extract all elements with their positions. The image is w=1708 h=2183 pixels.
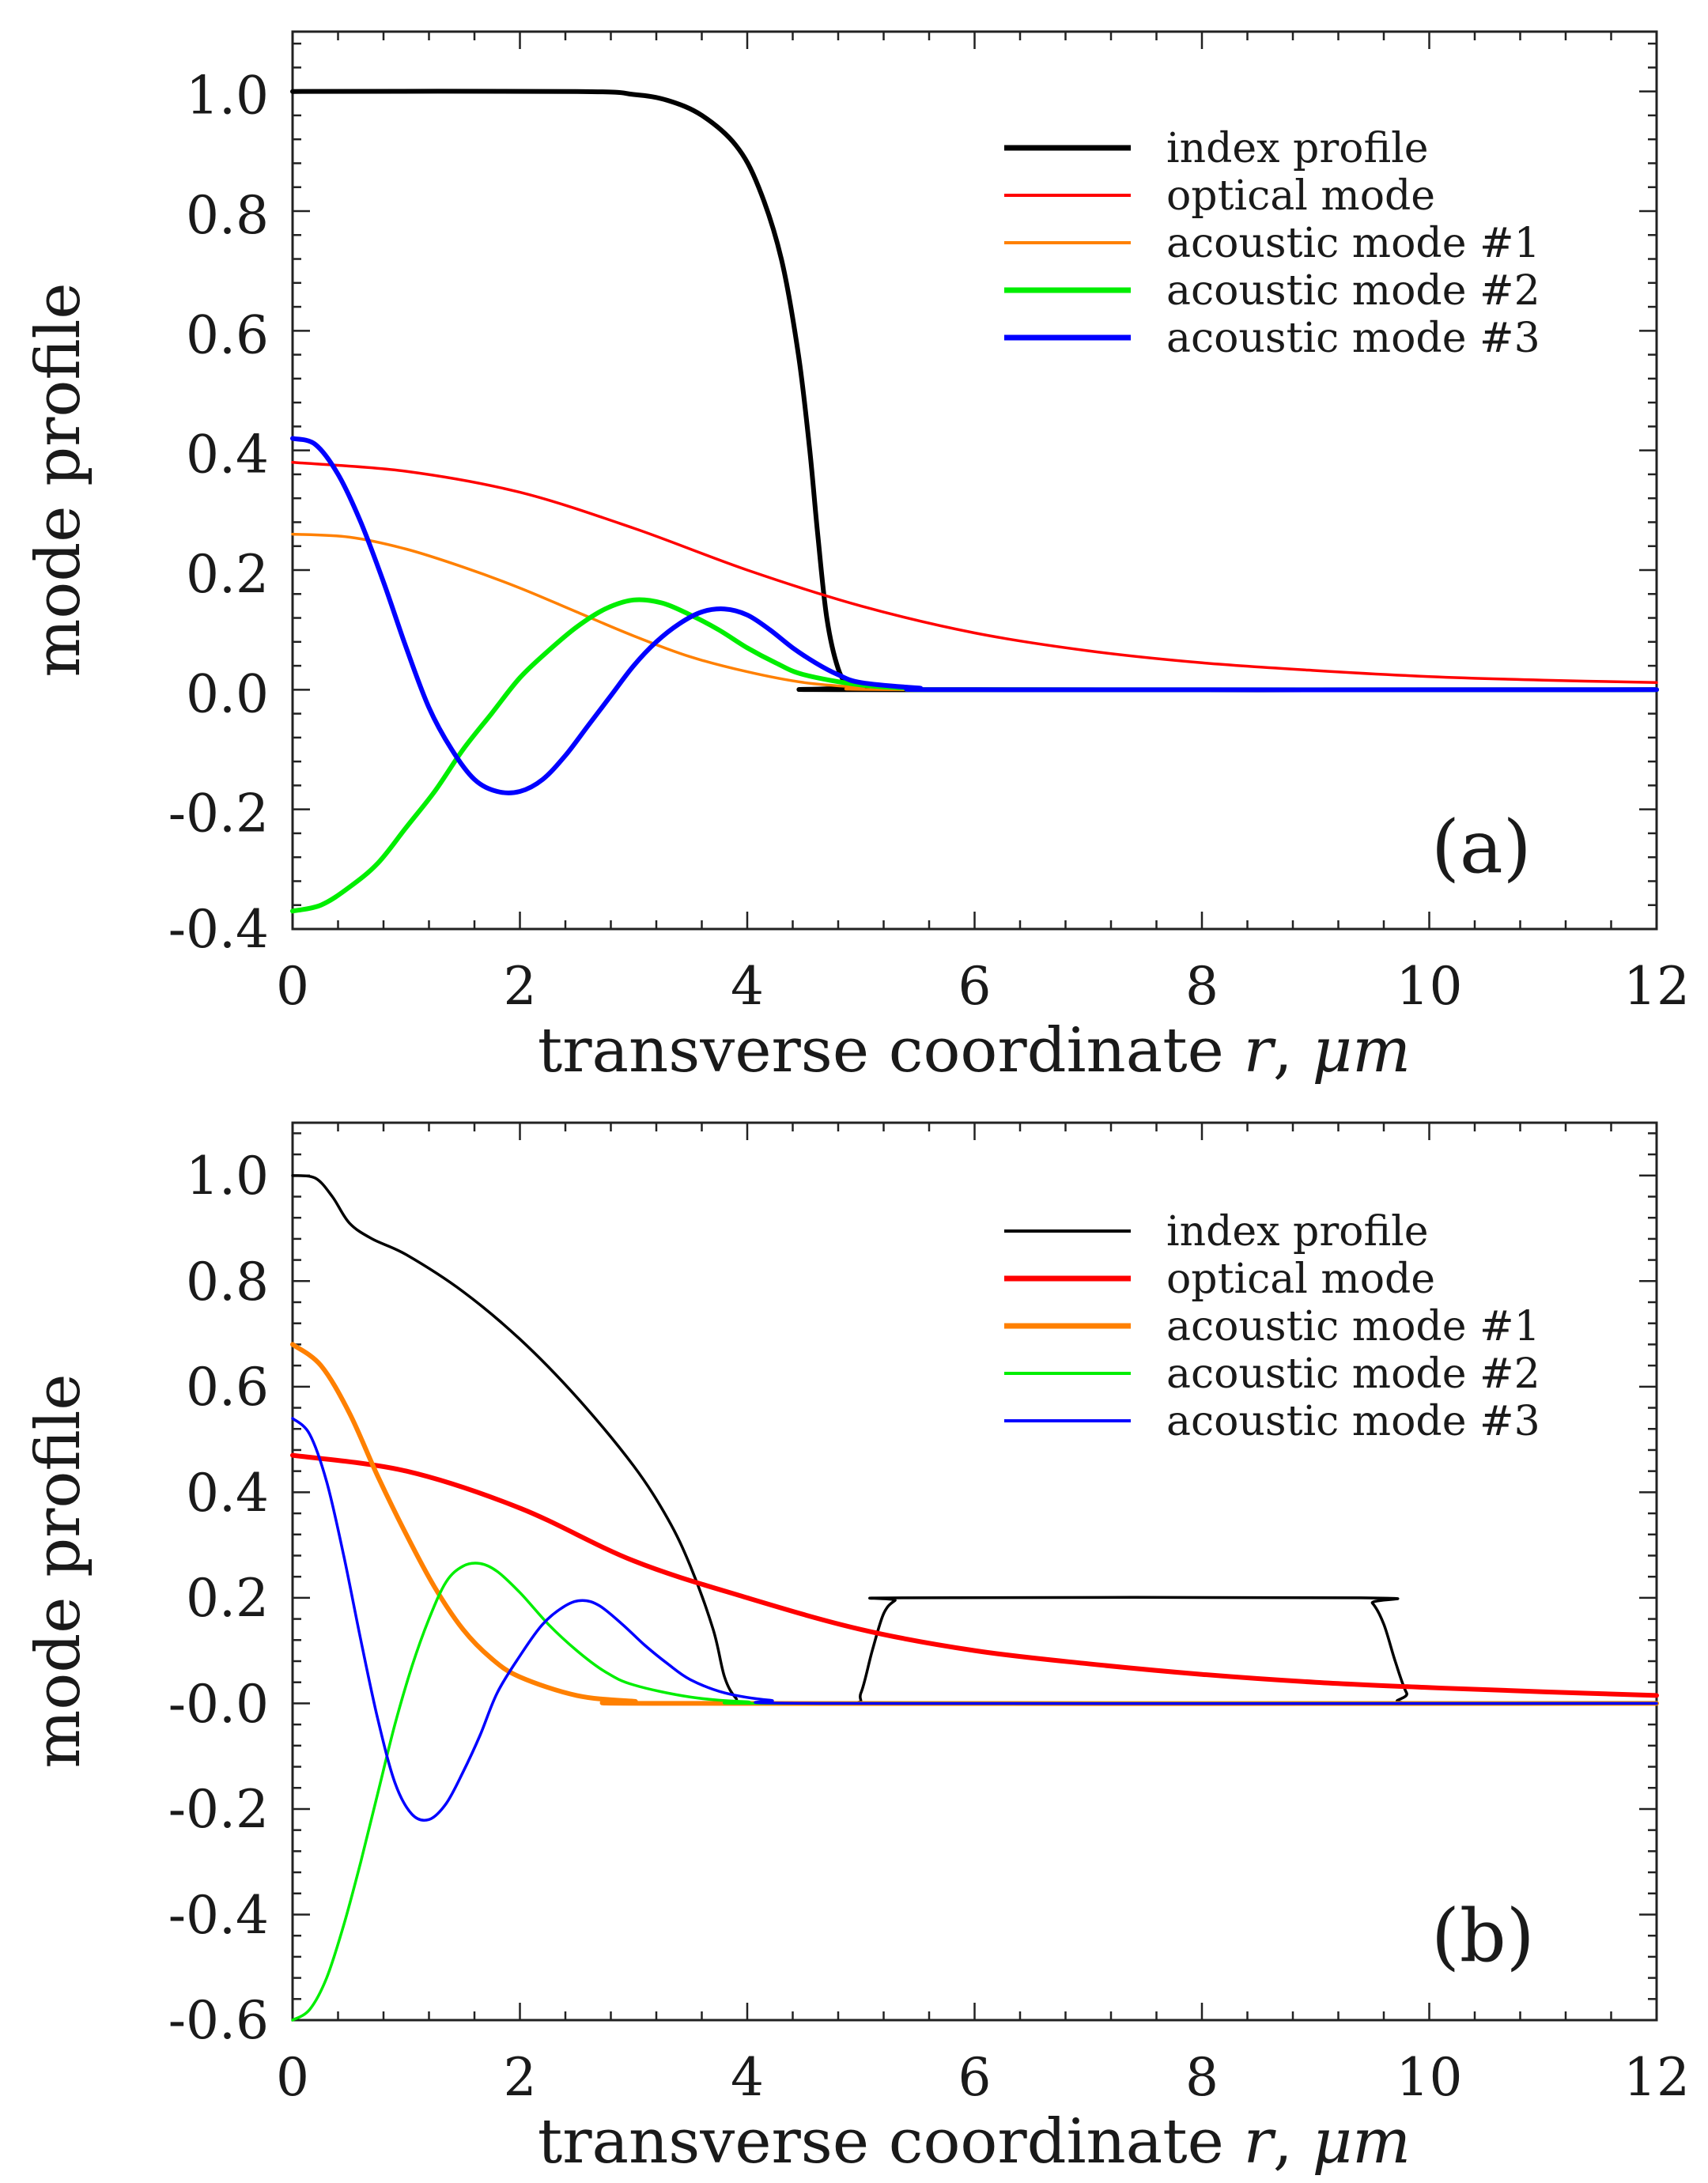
panel-b: 0 2 4 6 8 10 12 1.0 0.8 0.6 0.4 0.2 -0.0…	[23, 1121, 1690, 2177]
y-tick-label: 0.6	[186, 304, 269, 365]
x-tick-label: 8	[1185, 2047, 1219, 2108]
legend-b: index profile optical mode acoustic mode…	[1004, 1208, 1540, 1445]
ticks-a	[291, 32, 1658, 931]
panel-label-a: (a)	[1431, 805, 1532, 889]
panel-a: 0 2 4 6 8 10 12 1.0 0.8 0.6 0.4 0.2 0.0 …	[23, 30, 1690, 1086]
x-tick-label: 8	[1185, 956, 1219, 1017]
x-tick-label: 12	[1623, 2047, 1690, 2108]
x-tick-label: 6	[958, 956, 992, 1017]
legend-label-acoustic-mode-1: acoustic mode #1	[1166, 220, 1540, 267]
legend-label-index-profile: index profile	[1166, 125, 1429, 172]
y-tick-label: 0.4	[186, 1463, 269, 1524]
x-tick-label: 12	[1623, 956, 1690, 1017]
x-tick-label: 0	[276, 2047, 309, 2108]
y-tick-label: -0.4	[168, 1885, 269, 1946]
legend-label-acoustic-mode-2: acoustic mode #2	[1166, 1350, 1540, 1398]
legend-label-acoustic-mode-1: acoustic mode #1	[1166, 1303, 1540, 1350]
ticks-b	[291, 1123, 1658, 2022]
series-line-acoustic-mode-1	[291, 532, 1658, 692]
y-axis-title-b: mode profile	[23, 1373, 94, 1768]
x-tick-labels-a: 0 2 4 6 8 10 12	[276, 956, 1690, 1017]
legend-label-index-profile: index profile	[1166, 1208, 1429, 1256]
y-tick-labels-b: 1.0 0.8 0.6 0.4 0.2 -0.0 -0.2 -0.4 -0.6	[168, 1146, 269, 2051]
legend-label-acoustic-mode-2: acoustic mode #2	[1166, 267, 1540, 315]
y-tick-label: -0.0	[168, 1674, 269, 1735]
x-axis-title-a: transverse coordinate r, μm	[538, 1015, 1411, 1086]
legend-label-optical-mode: optical mode	[1166, 172, 1435, 220]
x-axis-title-b: transverse coordinate r, μm	[538, 2106, 1411, 2177]
y-tick-label: -0.2	[168, 784, 269, 844]
legend-label-acoustic-mode-3: acoustic mode #3	[1166, 315, 1540, 362]
y-tick-label: -0.4	[168, 899, 269, 960]
x-tick-label: 6	[958, 2047, 992, 2108]
series-line-acoustic-mode-3	[290, 436, 1659, 795]
series-line-optical-mode	[291, 461, 1658, 685]
y-tick-label: 0.2	[186, 1568, 269, 1629]
series-group-a	[290, 89, 1659, 914]
y-tick-label: 0.8	[186, 185, 269, 246]
x-tick-label: 2	[504, 956, 537, 1017]
x-tick-label: 10	[1396, 2047, 1463, 2108]
y-tick-label: 0.6	[186, 1357, 269, 1418]
y-tick-label: 0.0	[186, 663, 269, 724]
series-line-acoustic-mode-3	[291, 1417, 1658, 1822]
y-tick-label: 1.0	[186, 66, 269, 127]
x-tick-labels-b: 0 2 4 6 8 10 12	[276, 2047, 1690, 2108]
y-axis-title-a: mode profile	[23, 282, 94, 677]
y-tick-label: 0.8	[186, 1252, 269, 1312]
series-line-acoustic-mode-2	[291, 1562, 1658, 2022]
x-tick-label: 0	[276, 956, 309, 1017]
x-tick-label: 2	[504, 2047, 537, 2108]
y-tick-label: 0.2	[186, 544, 269, 605]
x-tick-label: 4	[731, 956, 764, 1017]
y-tick-label: 1.0	[186, 1146, 269, 1207]
y-tick-label: -0.2	[168, 1779, 269, 1840]
x-tick-label: 4	[731, 2047, 764, 2108]
legend-a: index profile optical mode acoustic mode…	[1004, 125, 1540, 362]
series-line-optical-mode	[290, 1452, 1659, 1698]
legend-label-optical-mode: optical mode	[1166, 1256, 1435, 1303]
x-tick-label: 10	[1396, 956, 1463, 1017]
panel-label-b: (b)	[1431, 1894, 1535, 1978]
y-tick-label: -0.6	[168, 1990, 269, 2051]
y-tick-label: 0.4	[186, 425, 269, 485]
y-tick-labels-a: 1.0 0.8 0.6 0.4 0.2 0.0 -0.2 -0.4	[168, 66, 269, 960]
plot-frame-a	[291, 30, 1658, 931]
series-line-index-profile	[290, 89, 1659, 693]
legend-label-acoustic-mode-3: acoustic mode #3	[1166, 1398, 1540, 1445]
series-group-b	[290, 1174, 1659, 2022]
